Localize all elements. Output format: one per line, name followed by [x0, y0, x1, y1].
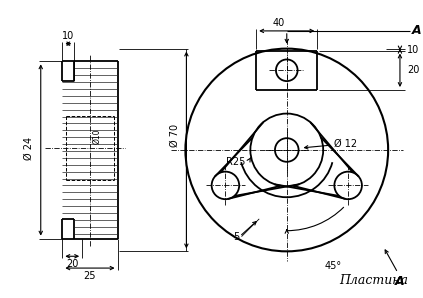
Text: Ø 24: Ø 24 — [24, 136, 34, 159]
Text: 40: 40 — [273, 18, 285, 28]
Text: 45°: 45° — [324, 261, 341, 271]
Text: R25: R25 — [226, 157, 245, 167]
Text: 20: 20 — [66, 259, 78, 269]
Text: 10: 10 — [62, 31, 74, 41]
Text: Пластина: Пластина — [339, 274, 408, 287]
Text: 25: 25 — [84, 271, 96, 281]
Text: 20: 20 — [407, 65, 419, 75]
Text: A: A — [412, 24, 421, 38]
Text: A: A — [395, 275, 405, 288]
Text: Ø10: Ø10 — [93, 128, 102, 144]
Text: 10: 10 — [407, 45, 419, 55]
Text: Ø 12: Ø 12 — [334, 139, 357, 149]
Text: 5: 5 — [233, 232, 239, 242]
Text: Ø 70: Ø 70 — [170, 124, 179, 147]
